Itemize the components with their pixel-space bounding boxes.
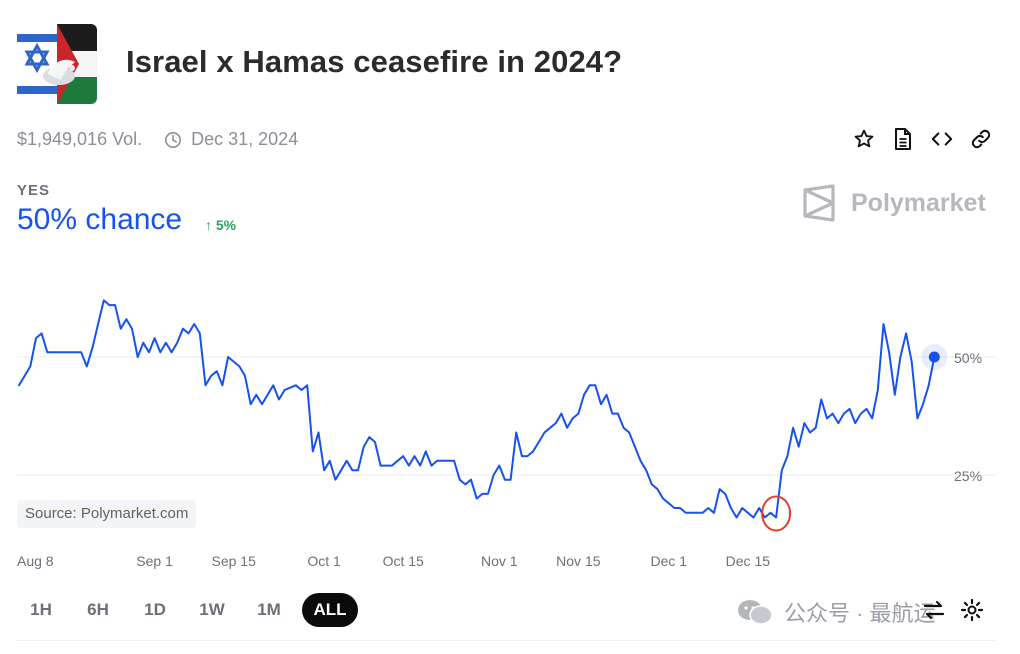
change-value: 5% bbox=[215, 217, 237, 233]
x-tick-label: Sep 1 bbox=[136, 553, 173, 569]
time-range-1h[interactable]: 1H bbox=[30, 600, 52, 619]
change-badge: ↑ 5% bbox=[205, 217, 236, 233]
market-thumbnail bbox=[17, 24, 97, 104]
wechat-icon bbox=[738, 600, 773, 625]
watermark-text: 公众号 · 最航运 bbox=[784, 601, 936, 626]
time-range-selector: 1H 6H 1D 1W 1M ALL bbox=[17, 593, 367, 627]
time-range-1m[interactable]: 1M bbox=[257, 600, 281, 619]
time-range-all[interactable]: ALL bbox=[302, 593, 358, 627]
source-label: Source: Polymarket.com bbox=[17, 500, 197, 528]
star-icon[interactable] bbox=[853, 127, 875, 151]
x-tick-label: Nov 15 bbox=[556, 553, 601, 569]
y-tick-label: 25% bbox=[954, 468, 982, 484]
document-icon[interactable] bbox=[892, 127, 914, 151]
x-tick-label: Oct 1 bbox=[307, 553, 341, 569]
time-range-6h[interactable]: 6H bbox=[87, 600, 109, 619]
series-line bbox=[18, 299, 936, 519]
y-tick-label: 50% bbox=[954, 350, 982, 366]
time-range-1d[interactable]: 1D bbox=[144, 600, 166, 619]
chance-value: 50% chance bbox=[17, 203, 183, 236]
chart-series bbox=[18, 299, 948, 519]
chart-annotation bbox=[761, 495, 792, 532]
embed-code-icon[interactable] bbox=[931, 127, 953, 151]
time-range-1w[interactable]: 1W bbox=[199, 600, 225, 619]
outcome-label: YES bbox=[17, 182, 51, 199]
x-tick-label: Dec 15 bbox=[726, 553, 771, 569]
volume-text: $1,949,016 Vol. bbox=[17, 129, 143, 149]
market-image bbox=[17, 24, 97, 104]
chart-tools bbox=[922, 598, 984, 622]
arrow-up-icon: ↑ bbox=[205, 217, 212, 233]
x-tick-label: Aug 8 bbox=[17, 553, 54, 569]
brand-logo: Polymarket bbox=[801, 184, 986, 222]
x-tick-label: Oct 15 bbox=[383, 553, 424, 569]
settings-gear-icon[interactable] bbox=[960, 598, 984, 622]
chart-grid bbox=[17, 356, 997, 476]
market-meta: $1,949,016 Vol. Dec 31, 2024 bbox=[17, 129, 298, 150]
x-tick-label: Sep 15 bbox=[212, 553, 257, 569]
action-bar bbox=[853, 127, 992, 151]
polymarket-logo-icon bbox=[803, 184, 835, 222]
market-title: Israel x Hamas ceasefire in 2024? bbox=[126, 44, 623, 79]
watermark: 公众号 · 最航运 bbox=[736, 596, 936, 628]
clock-icon bbox=[165, 131, 182, 148]
end-date-text: Dec 31, 2024 bbox=[191, 129, 299, 149]
y-axis-ticks: 50% 25% bbox=[954, 350, 982, 484]
brand-name: Polymarket bbox=[851, 188, 986, 217]
swap-arrows-icon[interactable] bbox=[922, 598, 946, 622]
x-axis-ticks: Aug 8 Sep 1 Sep 15 Oct 1 Oct 15 Nov 1 Nov 15 De… bbox=[17, 553, 770, 569]
last-point bbox=[928, 351, 940, 363]
link-icon[interactable] bbox=[970, 127, 992, 151]
bottom-divider bbox=[17, 640, 997, 641]
highlight-circle bbox=[761, 495, 792, 532]
x-tick-label: Dec 1 bbox=[650, 553, 687, 569]
x-tick-label: Nov 1 bbox=[481, 553, 518, 569]
